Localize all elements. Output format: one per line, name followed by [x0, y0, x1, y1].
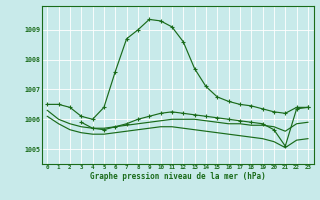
X-axis label: Graphe pression niveau de la mer (hPa): Graphe pression niveau de la mer (hPa) — [90, 172, 266, 181]
